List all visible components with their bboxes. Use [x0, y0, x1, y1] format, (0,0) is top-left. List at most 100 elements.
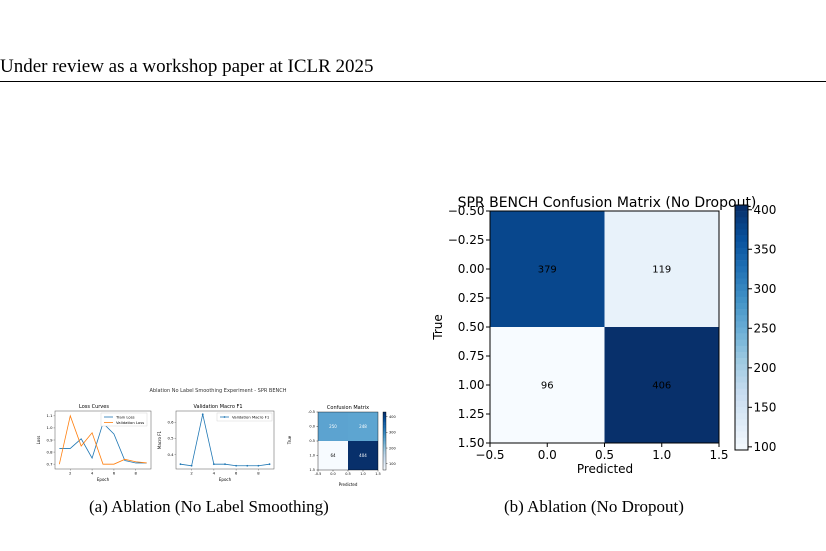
cm-x-tick-label: 1.5 — [709, 448, 728, 462]
colorbar-segment — [383, 449, 386, 452]
f1-legend-box — [216, 412, 273, 422]
colorbar-segment — [735, 211, 748, 218]
f1-panel-xlabel: Epoch — [219, 477, 232, 482]
colorbar-segment — [383, 414, 386, 417]
cm-x-tick-label: 0.5 — [345, 472, 351, 476]
colorbar-segment — [383, 420, 386, 423]
cm-cell-value: 119 — [652, 265, 671, 276]
colorbar-segment — [735, 431, 748, 439]
y-tick-label: 1.1 — [46, 413, 53, 418]
colorbar-segment — [383, 452, 386, 455]
colorbar-segment — [383, 455, 386, 458]
f1-panel: Validation Macro F1 Epoch Macro F1 2 4 6 8 0… — [157, 404, 275, 482]
cm-y-tick-label: 0.25 — [458, 291, 485, 305]
cm-cell-value: 64 — [330, 453, 336, 458]
colorbar-segment — [735, 407, 748, 414]
colorbar-segment — [383, 456, 386, 459]
colorbar-segment — [735, 358, 748, 365]
colorbar-segment — [383, 435, 386, 437]
colorbar-tick-label: 100 — [754, 440, 777, 454]
cm-cell-value: 250 — [329, 424, 337, 429]
small-cm-panel: Confusion Matrix 250 248 64 404 -0.5 0.0 0.5 1.… — [287, 405, 396, 487]
colorbar-tick-label: 100 — [389, 462, 396, 466]
colorbar-segment — [735, 229, 748, 236]
cm-x-tick-label: 0.0 — [538, 448, 557, 462]
cm-x-tick-label: 1.0 — [652, 448, 671, 462]
colorbar-tick-label: 250 — [754, 321, 777, 335]
x-tick-label: 2 — [69, 471, 72, 476]
cm-x-tick-label: 0.0 — [330, 472, 336, 476]
data-point — [212, 463, 215, 466]
colorbar-segment — [735, 266, 748, 273]
x-tick-label: 2 — [190, 471, 193, 476]
colorbar-segment — [383, 458, 386, 461]
colorbar-segment — [383, 441, 386, 443]
colorbar-segment — [383, 423, 386, 426]
figure-a-suptitle: Ablation No Label Smoothing Experiment -… — [150, 388, 287, 394]
legend-validation-f1-marker — [223, 416, 226, 418]
data-point — [268, 463, 271, 466]
colorbar-segment — [735, 254, 748, 261]
cm-cell — [490, 211, 605, 327]
colorbar-segment — [383, 462, 386, 465]
colorbar-segment — [735, 437, 748, 445]
colorbar-segment — [383, 432, 386, 435]
data-point — [257, 464, 260, 467]
cm-cell-value: 404 — [359, 453, 367, 458]
colorbar-segment — [383, 465, 386, 468]
cm-y-tick-label: 1.50 — [458, 436, 485, 450]
cm-cell — [318, 441, 348, 470]
colorbar-segment — [383, 426, 386, 429]
y-tick-label: 0.6 — [167, 420, 174, 425]
colorbar-segment — [383, 445, 386, 448]
colorbar-segment — [735, 333, 748, 341]
colorbar-segment — [383, 464, 386, 466]
series-line — [58, 414, 147, 465]
loss-panel-ylabel: Loss — [36, 436, 41, 445]
cm-x-tick-label: 1.0 — [360, 472, 366, 476]
cm-cell-value: 96 — [541, 381, 554, 392]
loss-panel: Loss Curves Epoch Loss 2 4 6 8 0.7 0.8 0.9 1.0 1… — [36, 404, 152, 482]
big-cm-xlabel: Predicted — [577, 462, 633, 476]
colorbar-tick-label: 150 — [754, 401, 777, 415]
colorbar-segment — [383, 454, 386, 456]
colorbar-segment — [735, 260, 748, 267]
cm-cell — [604, 327, 719, 443]
cm-y-tick-label: 1.0 — [309, 454, 315, 458]
colorbar-tick-label: 200 — [754, 361, 777, 375]
colorbar-segment — [383, 429, 386, 432]
legend-validation-f1: Validation Macro F1 — [232, 415, 270, 420]
colorbar-segment — [383, 425, 386, 427]
colorbar-segment — [735, 345, 748, 353]
colorbar-tick-label: 400 — [389, 415, 396, 419]
small-cm-ylabel: True — [287, 435, 292, 445]
cm-cell-value: 406 — [652, 381, 671, 392]
colorbar-segment — [383, 448, 386, 450]
cm-y-tick-label: 0.50 — [458, 320, 485, 334]
cm-y-tick-label: 1.25 — [458, 407, 485, 421]
colorbar-segment — [735, 443, 748, 451]
colorbar-segment — [383, 427, 386, 430]
colorbar-segment — [383, 413, 386, 416]
cm-y-tick-label: −0.25 — [448, 233, 485, 247]
colorbar-segment — [383, 412, 386, 414]
colorbar-frame — [734, 204, 749, 451]
big-cm-title: SPR BENCH Confusion Matrix (No Dropout) — [458, 195, 757, 211]
cm-cell — [348, 412, 378, 441]
cm-cell — [490, 327, 605, 443]
cm-y-tick-label: 0.5 — [309, 439, 315, 443]
data-point — [246, 464, 249, 467]
cm-x-tick-label: -0.5 — [315, 472, 322, 476]
colorbar-segment — [735, 370, 748, 377]
colorbar-segment — [383, 461, 386, 464]
colorbar-segment — [735, 247, 748, 255]
cm-cell — [318, 412, 348, 441]
colorbar-segment — [383, 467, 386, 469]
x-tick-label: 8 — [135, 471, 138, 476]
cm-y-tick-label: 0.75 — [458, 349, 485, 363]
big-cm-ylabel: True — [431, 314, 445, 341]
colorbar-segment — [383, 468, 386, 471]
colorbar-segment — [383, 422, 386, 424]
